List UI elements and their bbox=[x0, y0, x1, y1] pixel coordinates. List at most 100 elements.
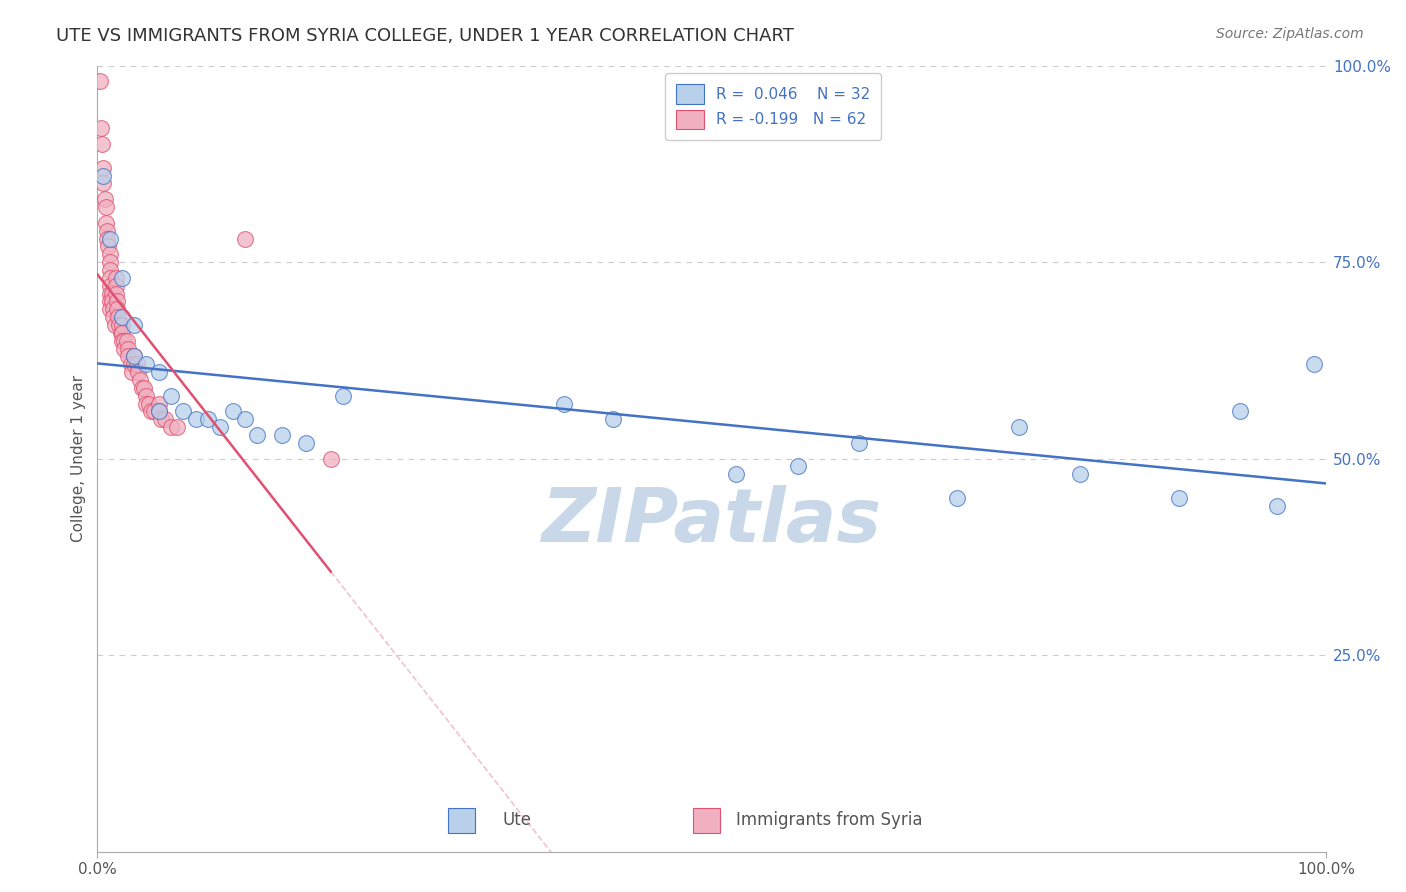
Point bbox=[184, 412, 207, 426]
Point bbox=[111, 334, 134, 348]
Point bbox=[101, 294, 124, 309]
Point bbox=[90, 121, 112, 136]
Point bbox=[103, 310, 125, 325]
Point bbox=[135, 389, 157, 403]
Point bbox=[553, 396, 575, 410]
Point bbox=[91, 137, 114, 152]
Legend: R =  0.046    N = 32, R = -0.199   N = 62: R = 0.046 N = 32, R = -0.199 N = 62 bbox=[665, 73, 880, 140]
Point bbox=[98, 255, 121, 269]
Point bbox=[319, 451, 342, 466]
Point bbox=[1229, 404, 1251, 418]
Point bbox=[112, 342, 135, 356]
Point bbox=[122, 350, 145, 364]
Point bbox=[96, 224, 118, 238]
Point bbox=[160, 420, 183, 434]
Text: ZIPatlas: ZIPatlas bbox=[541, 485, 882, 558]
Text: Immigrants from Syria: Immigrants from Syria bbox=[737, 811, 922, 830]
Text: Source: ZipAtlas.com: Source: ZipAtlas.com bbox=[1216, 27, 1364, 41]
Point bbox=[150, 412, 173, 426]
Point bbox=[1167, 491, 1189, 505]
Point bbox=[104, 270, 127, 285]
Point bbox=[101, 286, 124, 301]
Point bbox=[131, 381, 153, 395]
Point bbox=[148, 365, 170, 379]
Point bbox=[112, 334, 135, 348]
Point bbox=[93, 161, 115, 175]
Point bbox=[221, 404, 243, 418]
Point bbox=[98, 231, 121, 245]
Point bbox=[332, 389, 354, 403]
Point bbox=[98, 302, 121, 317]
Point bbox=[94, 200, 117, 214]
Point bbox=[1069, 467, 1091, 482]
Point bbox=[135, 357, 157, 371]
Point bbox=[98, 278, 121, 293]
Point bbox=[105, 294, 128, 309]
Text: UTE VS IMMIGRANTS FROM SYRIA COLLEGE, UNDER 1 YEAR CORRELATION CHART: UTE VS IMMIGRANTS FROM SYRIA COLLEGE, UN… bbox=[56, 27, 794, 45]
Point bbox=[121, 365, 143, 379]
Point bbox=[108, 318, 131, 332]
Point bbox=[122, 357, 145, 371]
Point bbox=[233, 412, 256, 426]
Point bbox=[98, 286, 121, 301]
Point bbox=[93, 169, 115, 183]
Point bbox=[153, 412, 176, 426]
Point bbox=[104, 278, 127, 293]
Point bbox=[148, 404, 170, 418]
Point bbox=[111, 270, 134, 285]
Point bbox=[96, 231, 118, 245]
Point bbox=[233, 231, 256, 245]
Point bbox=[107, 310, 129, 325]
Point bbox=[129, 373, 152, 387]
Point bbox=[1302, 357, 1324, 371]
Point bbox=[117, 350, 139, 364]
Point bbox=[89, 74, 111, 88]
Point bbox=[246, 428, 269, 442]
Point bbox=[125, 357, 148, 371]
Point bbox=[122, 350, 145, 364]
Point bbox=[115, 334, 138, 348]
Point bbox=[1008, 420, 1031, 434]
Point bbox=[1265, 499, 1288, 513]
Point bbox=[98, 294, 121, 309]
Point bbox=[148, 404, 170, 418]
Y-axis label: College, Under 1 year: College, Under 1 year bbox=[72, 375, 86, 542]
Point bbox=[117, 342, 139, 356]
Point bbox=[602, 412, 624, 426]
Point bbox=[135, 396, 157, 410]
Point bbox=[110, 326, 132, 340]
Point bbox=[127, 365, 149, 379]
Point bbox=[98, 263, 121, 277]
Point bbox=[105, 302, 128, 317]
Point bbox=[94, 216, 117, 230]
Point bbox=[848, 435, 870, 450]
Point bbox=[98, 247, 121, 261]
Point bbox=[98, 270, 121, 285]
Point bbox=[209, 420, 232, 434]
Point bbox=[122, 318, 145, 332]
Point bbox=[725, 467, 748, 482]
Point bbox=[141, 404, 163, 418]
Point bbox=[93, 177, 115, 191]
Point bbox=[103, 302, 125, 317]
Point bbox=[93, 192, 115, 206]
Point bbox=[111, 326, 134, 340]
Point bbox=[132, 381, 155, 395]
Text: Ute: Ute bbox=[503, 811, 531, 830]
Point bbox=[166, 420, 188, 434]
Point bbox=[270, 428, 292, 442]
Point bbox=[138, 396, 160, 410]
Point bbox=[295, 435, 318, 450]
Point bbox=[786, 459, 808, 474]
Point bbox=[148, 396, 170, 410]
Point bbox=[104, 286, 127, 301]
Point bbox=[142, 404, 165, 418]
Point bbox=[160, 389, 183, 403]
FancyBboxPatch shape bbox=[693, 807, 720, 833]
Point bbox=[111, 310, 134, 325]
Point bbox=[172, 404, 194, 418]
Point bbox=[197, 412, 219, 426]
Point bbox=[120, 357, 142, 371]
Point bbox=[111, 318, 134, 332]
Point bbox=[103, 318, 125, 332]
